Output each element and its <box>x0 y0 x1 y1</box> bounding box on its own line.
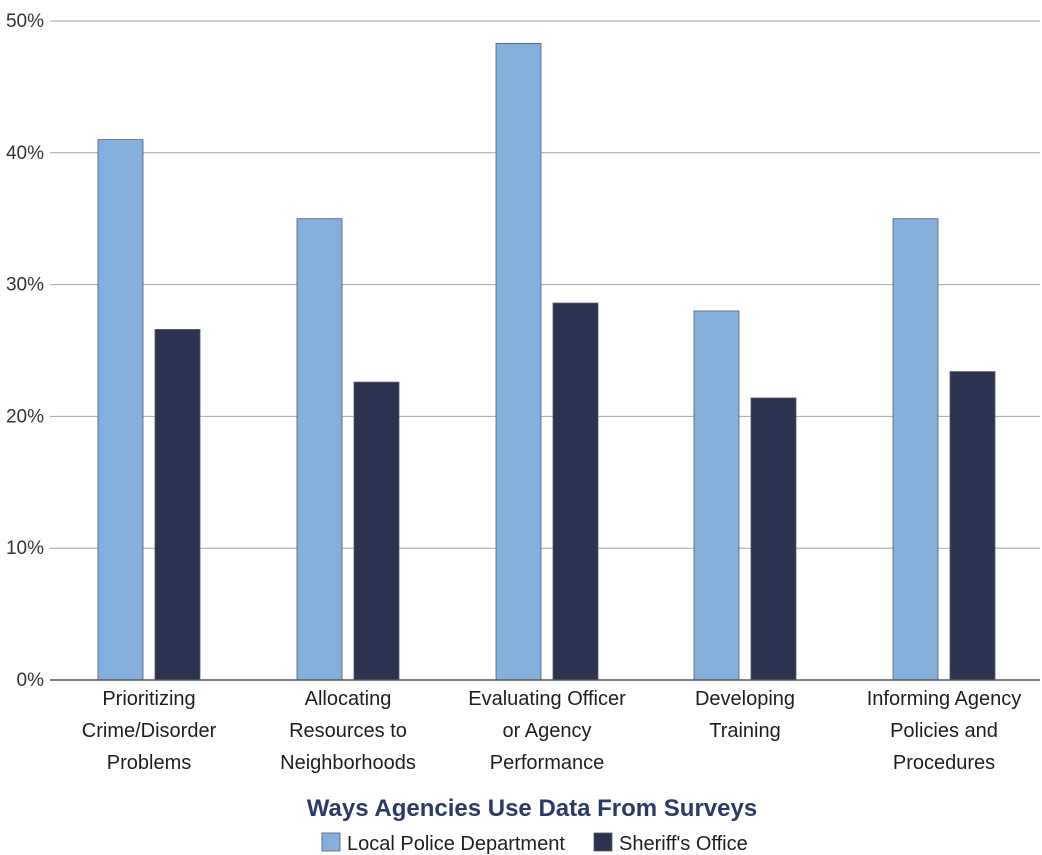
category-label-line: Performance <box>490 752 605 774</box>
y-tick-label: 40% <box>6 143 44 164</box>
chart-title: Ways Agencies Use Data From Surveys <box>307 795 757 822</box>
category-label: Evaluating Officer or Agency Performance <box>468 688 626 774</box>
y-tick-label: 50% <box>6 11 44 32</box>
bar-local-police-1 <box>296 218 343 681</box>
bar-local-police-3 <box>693 310 740 681</box>
category-label-line: Neighborhoods <box>280 752 416 774</box>
category-label-line: Policies and <box>890 720 998 742</box>
y-axis-tick-labels: 0% 10% 20% 30% 40% 50% <box>6 11 44 691</box>
bar-local-police-4 <box>892 218 939 681</box>
category-label-line: Prioritizing <box>102 688 195 710</box>
category-label: Developing Training <box>695 688 795 742</box>
category-label-line: Evaluating Officer <box>468 688 626 710</box>
y-tick-label: 0% <box>17 670 45 691</box>
legend-label: Local Police Department <box>347 833 565 855</box>
category-label: Informing Agency Policies and Procedures <box>867 688 1022 774</box>
bars <box>97 43 996 681</box>
bar-sheriffs-office-4 <box>949 371 996 681</box>
legend-label: Sheriff's Office <box>619 833 748 855</box>
category-labels: Prioritizing Crime/Disorder Problems Alloca… <box>82 688 1022 774</box>
legend: Local Police Department Sheriff's Office <box>321 832 748 855</box>
bar-sheriffs-office-1 <box>353 381 400 681</box>
bar-sheriffs-office-3 <box>750 397 797 681</box>
category-label-line: Crime/Disorder <box>82 720 217 742</box>
category-label-line: Resources to <box>289 720 407 742</box>
category-label-line: Informing Agency <box>867 688 1022 710</box>
category-label-line: or Agency <box>503 720 592 742</box>
category-label-line: Allocating <box>305 688 392 710</box>
category-label-line: Developing <box>695 688 795 710</box>
bar-sheriffs-office-0 <box>154 329 201 681</box>
legend-swatch <box>593 832 613 852</box>
category-label: Allocating Resources to Neighborhoods <box>280 688 416 774</box>
category-label-line: Training <box>709 720 781 742</box>
category-label: Prioritizing Crime/Disorder Problems <box>82 688 217 774</box>
category-label-line: Problems <box>107 752 191 774</box>
category-label-line: Procedures <box>893 752 995 774</box>
bar-local-police-0 <box>97 139 144 681</box>
legend-swatch <box>321 832 341 852</box>
bar-local-police-2 <box>495 43 542 681</box>
y-tick-label: 30% <box>6 275 44 296</box>
y-tick-label: 20% <box>6 406 44 427</box>
gridlines <box>50 20 1040 549</box>
bar-sheriffs-office-2 <box>552 302 599 681</box>
y-tick-label: 10% <box>6 538 44 559</box>
